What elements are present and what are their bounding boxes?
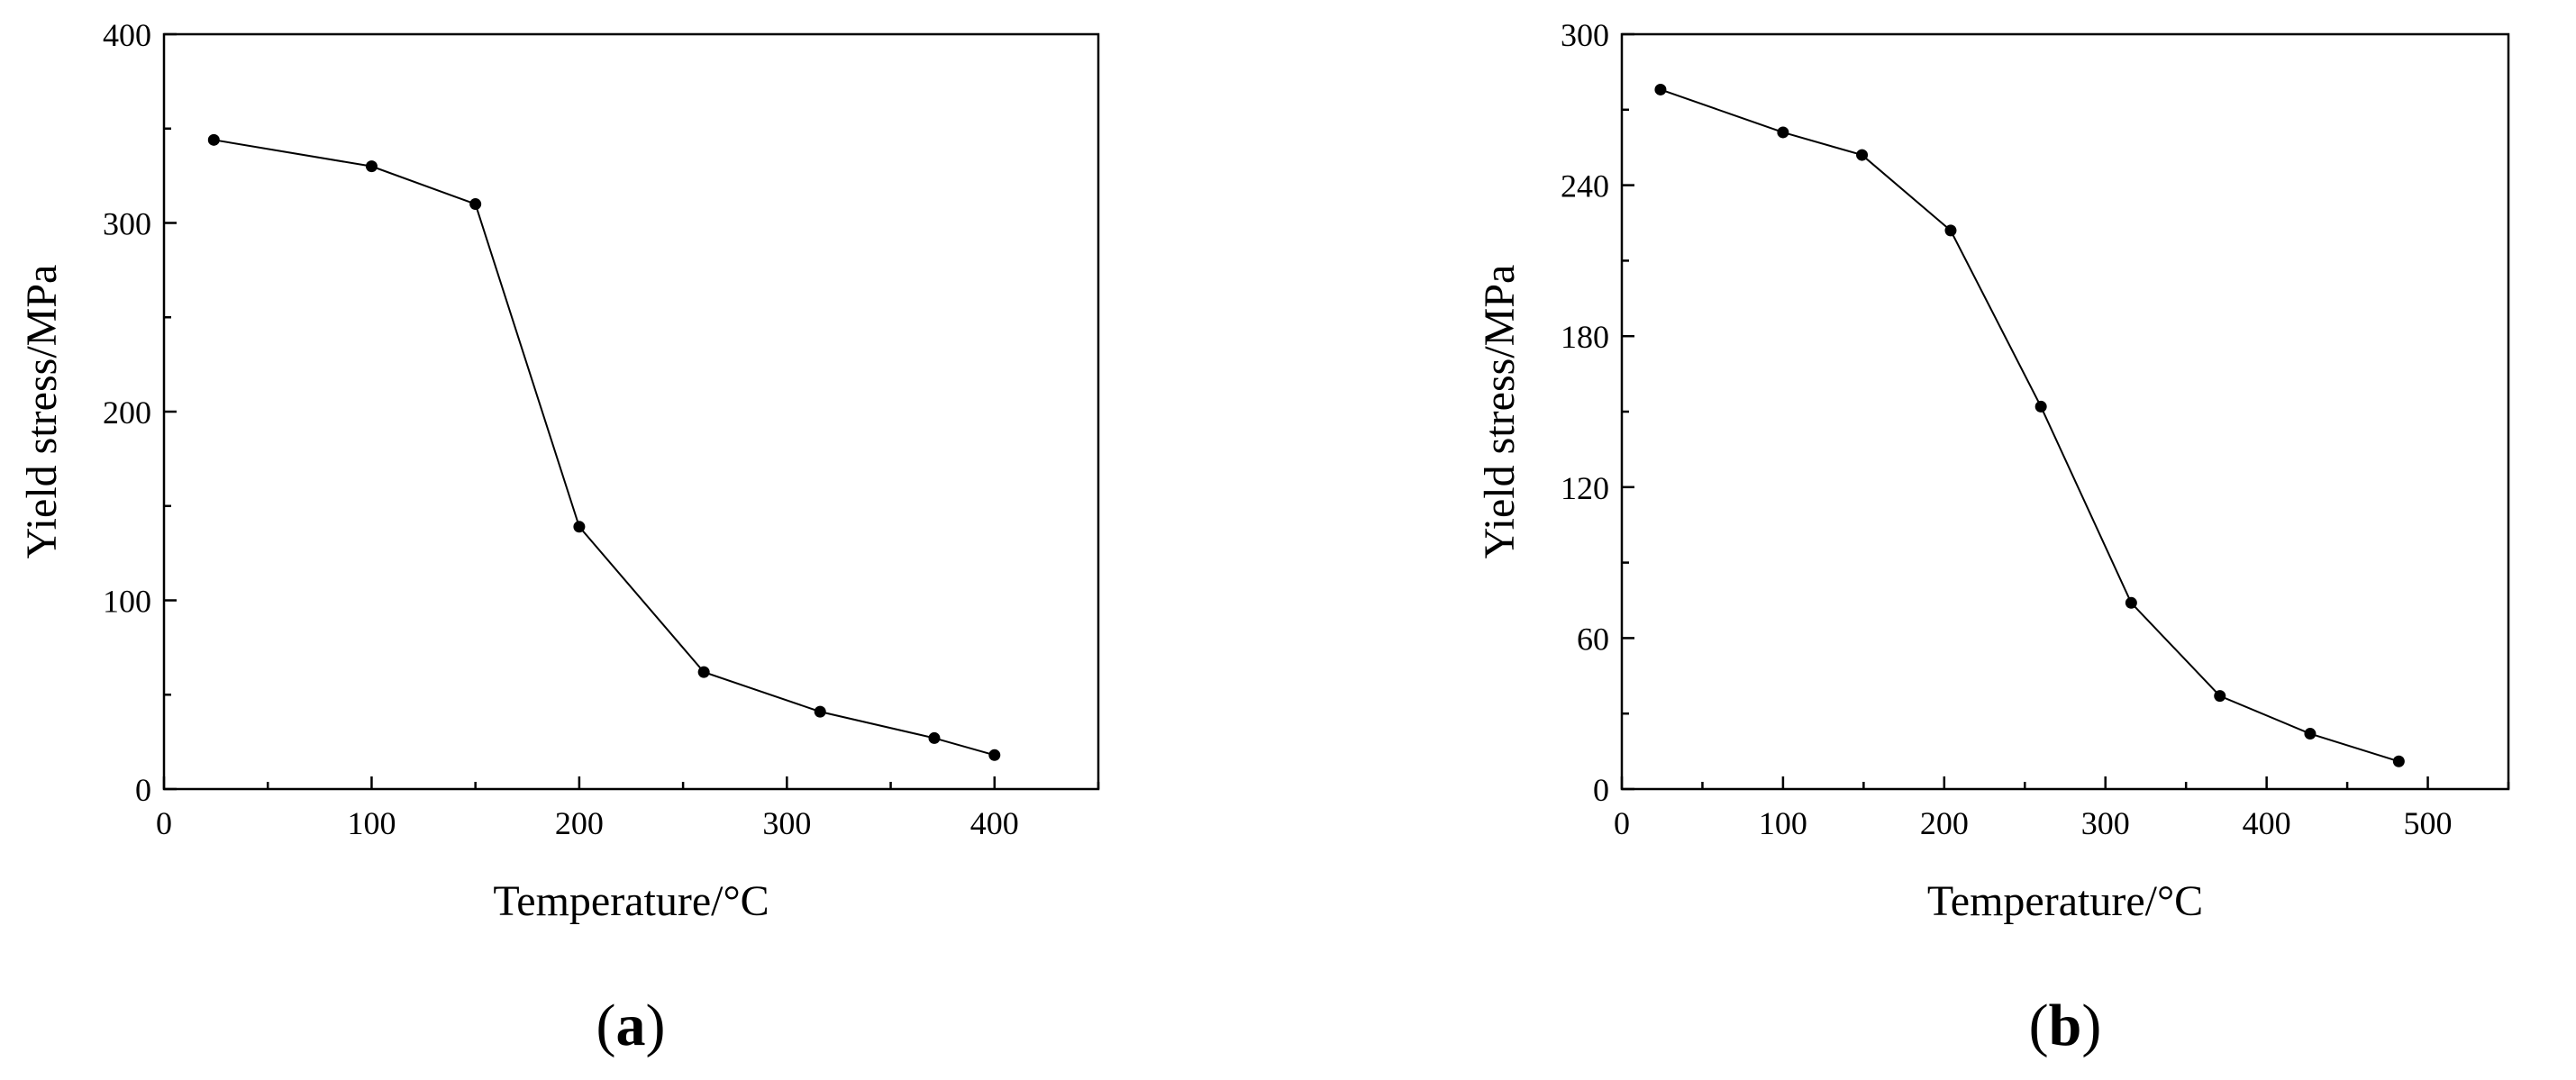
y-tick-label: 0: [135, 772, 151, 808]
data-point: [2214, 690, 2226, 703]
data-point: [988, 749, 1001, 761]
y-tick-label: 180: [1561, 319, 1609, 355]
y-axis-title: Yield stress/MPa: [18, 265, 66, 559]
x-tick-label: 100: [1759, 805, 1807, 841]
data-point: [2034, 400, 2047, 413]
x-axis-title: Temperature/°C: [493, 877, 769, 925]
x-tick-label: 300: [762, 805, 811, 841]
x-tick-label: 300: [2081, 805, 2130, 841]
data-point: [573, 521, 586, 533]
y-tick-label: 60: [1577, 621, 1609, 657]
y-tick-label: 120: [1561, 470, 1609, 506]
data-point: [1777, 126, 1789, 139]
panel-label: (b): [2029, 993, 2102, 1058]
data-point: [1856, 149, 1869, 161]
y-tick-label: 300: [103, 206, 151, 242]
data-point: [1944, 224, 1957, 237]
data-point: [469, 198, 482, 211]
series-line: [214, 139, 996, 757]
plot-frame: [1620, 32, 2510, 791]
chart-panel-a: 0 100 200 300 400 0 100 200 300 400 Temperature/°C…: [18, 17, 1100, 1058]
y-tick-label: 0: [1593, 772, 1609, 808]
x-tick-label: 400: [970, 805, 1019, 841]
data-point: [365, 160, 378, 173]
x-tick-label: 500: [2404, 805, 2453, 841]
series-line: [1660, 88, 2399, 763]
x-tick-label: 0: [156, 805, 172, 841]
x-axis-title: Temperature/°C: [1927, 877, 2203, 925]
y-tick-label: 100: [103, 584, 151, 620]
data-point: [2125, 596, 2137, 609]
y-tick-label: 200: [103, 395, 151, 431]
data-point: [928, 731, 941, 744]
data-point: [2392, 755, 2405, 767]
data-point: [1654, 83, 1667, 95]
data-point: [814, 705, 826, 718]
x-tick-label: 100: [347, 805, 396, 841]
data-point: [2304, 728, 2317, 740]
x-tick-label: 400: [2243, 805, 2291, 841]
x-tick-label: 200: [1920, 805, 1969, 841]
chart-panel-b: 0 100 200 300 400 500 0 60 120 180 240 300 Temperatu…: [1476, 17, 2510, 1058]
x-tick-label: 200: [555, 805, 604, 841]
x-tick-label: 0: [1614, 805, 1630, 841]
panel-label: (a): [596, 993, 666, 1058]
y-tick-label: 300: [1561, 17, 1609, 53]
data-point: [207, 133, 220, 146]
y-axis-title: Yield stress/MPa: [1476, 265, 1524, 559]
plot-frame: [162, 32, 1100, 791]
y-tick-label: 240: [1561, 168, 1609, 204]
data-point: [697, 666, 710, 678]
y-tick-label: 400: [103, 17, 151, 53]
